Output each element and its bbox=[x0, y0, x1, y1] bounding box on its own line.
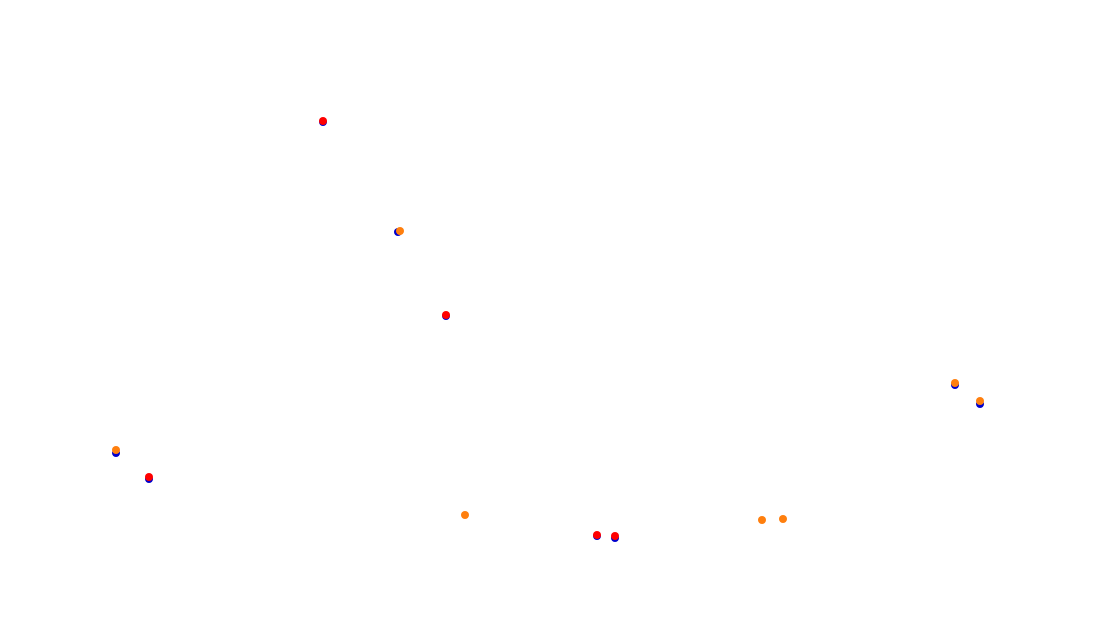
data-point bbox=[461, 511, 469, 519]
series-0 bbox=[112, 118, 984, 542]
data-point bbox=[593, 531, 601, 539]
plot-area bbox=[112, 117, 984, 542]
data-point bbox=[951, 379, 959, 387]
data-point bbox=[442, 311, 450, 319]
data-point bbox=[779, 515, 787, 523]
data-point bbox=[112, 446, 120, 454]
data-point bbox=[145, 473, 153, 481]
data-point bbox=[758, 516, 766, 524]
data-point bbox=[319, 117, 327, 125]
series-1 bbox=[145, 117, 619, 540]
data-point bbox=[396, 227, 404, 235]
series-2 bbox=[112, 227, 984, 524]
data-point bbox=[976, 397, 984, 405]
data-point bbox=[611, 532, 619, 540]
